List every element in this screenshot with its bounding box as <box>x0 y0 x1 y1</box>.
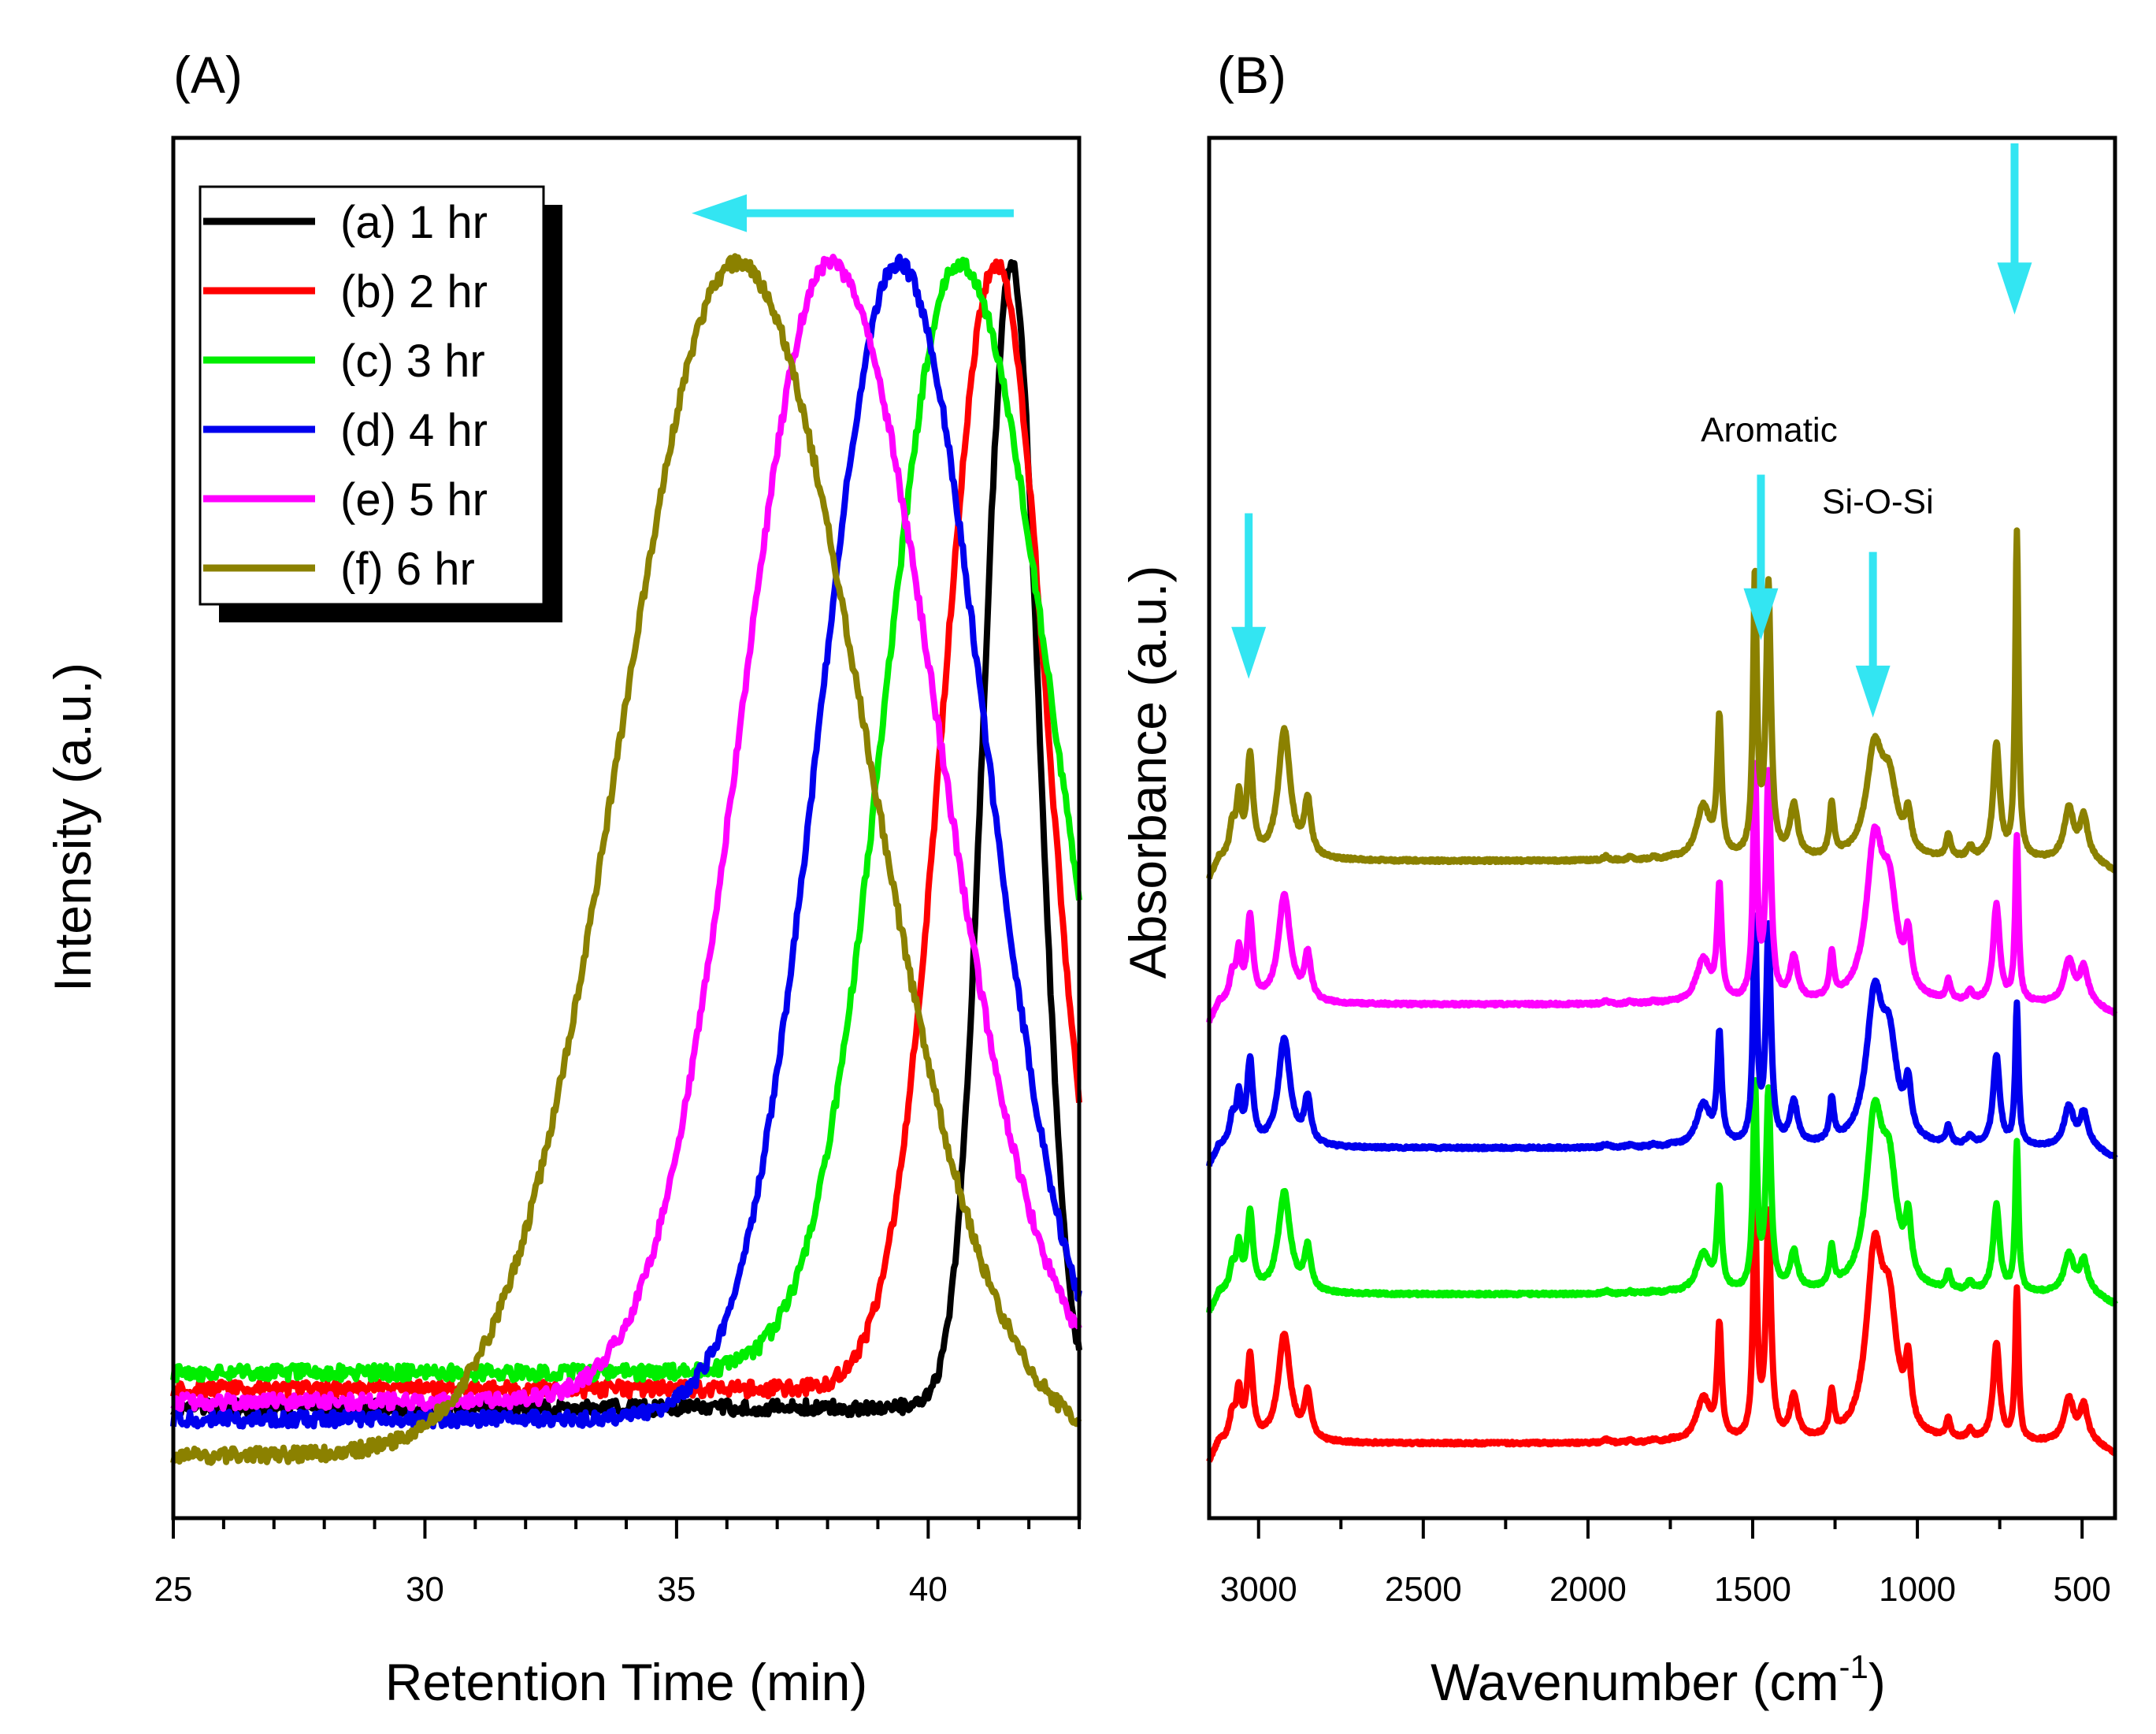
x-tick-label: 2500 <box>1385 1570 1462 1609</box>
x-tick-label: 25 <box>154 1570 193 1609</box>
spectrum-line-4 <box>1206 759 2118 1023</box>
series-line-2 <box>170 258 1082 1400</box>
x-tick-label: 1000 <box>1879 1570 1956 1609</box>
panel-a-legend: (a) 1 hr (b) 2 hr (c) 3 hr (d) 4 hr (e) 5 hr… <box>199 185 562 622</box>
legend-box <box>199 185 545 606</box>
spectrum-line-1 <box>1206 1197 2118 1463</box>
peak-arrow-head-4 <box>1997 262 2032 315</box>
x-axis-title-suffix: ) <box>1868 1653 1886 1711</box>
panel-b: (B) Aromatic Si-O-Si 3000 2500 2000 1500 100… <box>1119 46 2118 1711</box>
peak-arrow-head-3 <box>1855 665 1891 718</box>
x-tick-label: 500 <box>2053 1570 2110 1609</box>
panel-b-frame <box>1207 136 2117 1520</box>
panel-b-y-axis-title: Absorbance (a.u.) <box>1119 566 1177 979</box>
x-tick-label: 2000 <box>1549 1570 1627 1609</box>
series-line-6 <box>170 253 1082 1466</box>
panel-b-label: (B) <box>1217 46 1286 104</box>
x-tick-label: 3000 <box>1220 1570 1297 1609</box>
panel-a-label: (A) <box>173 46 243 104</box>
peak-arrow-head-1 <box>1231 626 1267 679</box>
panel-a-x-axis-title: Retention Time (min) <box>385 1653 868 1711</box>
panel-a-y-axis-title: Intensity (a.u.) <box>43 663 102 992</box>
x-axis-title-main: Wavenumber (cm <box>1431 1653 1839 1711</box>
panel-b-x-ticks: 3000 2500 2000 1500 1000 500 <box>1220 1518 2111 1609</box>
panel-a-curves <box>170 253 1082 1466</box>
spectrum-line-5 <box>1206 527 2118 880</box>
legend-label-3: (c) 3 hr <box>340 336 485 387</box>
shift-arrow-head <box>692 194 748 232</box>
panel-b-curves <box>1206 527 2118 1463</box>
legend-label-4: (d) 4 hr <box>340 405 488 456</box>
panel-a-shift-arrow <box>692 194 1014 232</box>
x-tick-label: 30 <box>406 1570 444 1609</box>
spectrum-line-3 <box>1206 912 2118 1167</box>
panel-a-x-ticks: 25 30 35 40 <box>154 1518 1081 1609</box>
series-line-3 <box>170 256 1082 1383</box>
spectrum-line-2 <box>1206 1077 2118 1313</box>
peak-arrow-head-2 <box>1743 588 1779 641</box>
series-line-5 <box>170 254 1082 1413</box>
x-tick-label: 35 <box>657 1570 696 1609</box>
annotation-aromatic: Aromatic <box>1701 410 1838 449</box>
legend-label-2: (b) 2 hr <box>340 266 488 317</box>
panel-b-x-axis-title: Wavenumber (cm-1) <box>1431 1648 1886 1711</box>
annotation-si-o-si: Si-O-Si <box>1822 483 1934 522</box>
panel-a: (A) 25 30 35 40 Retention Time (min) Intens… <box>43 46 1082 1711</box>
legend-items: (a) 1 hr (b) 2 hr (c) 3 hr (d) 4 hr (e) 5 hr… <box>203 197 488 595</box>
panel-b-arrows <box>1231 143 2032 718</box>
x-axis-title-superscript: -1 <box>1839 1648 1868 1685</box>
legend-label-1: (a) 1 hr <box>340 197 488 248</box>
legend-label-5: (e) 5 hr <box>340 474 488 525</box>
x-tick-label: 1500 <box>1714 1570 1791 1609</box>
x-tick-label: 40 <box>909 1570 948 1609</box>
series-line-4 <box>170 253 1082 1430</box>
legend-label-6: (f) 6 hr <box>340 544 475 595</box>
